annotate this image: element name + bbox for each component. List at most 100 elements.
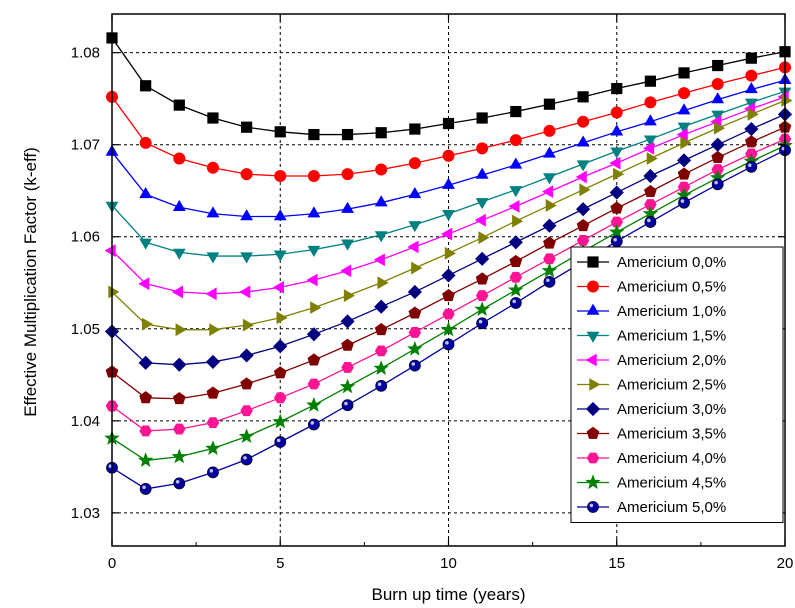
data-point [273, 339, 288, 354]
legend-label: Americium 5,0% [617, 499, 726, 516]
data-point [576, 234, 590, 246]
data-point [441, 268, 456, 283]
data-point [240, 377, 253, 390]
x-tick-labels: 0 5 10 15 20 [108, 555, 794, 572]
data-point [643, 135, 657, 147]
legend-item: Americium 2,5% [577, 377, 726, 394]
data-point [108, 285, 120, 299]
data-point [240, 252, 254, 264]
data-point [545, 199, 557, 212]
data-point [408, 157, 421, 170]
data-point [476, 142, 489, 155]
data-point [273, 250, 287, 262]
data-point [441, 227, 453, 241]
x-tick-label: 10 [440, 555, 457, 572]
data-point [475, 167, 489, 179]
data-point [678, 87, 691, 100]
data-point [478, 231, 490, 245]
data-point [173, 423, 186, 435]
y-tick-label: 1.08 [71, 45, 100, 62]
legend-item: Americium 1,0% [577, 303, 726, 320]
x-tick-label: 5 [276, 555, 284, 572]
data-point [442, 210, 455, 222]
data-point [509, 134, 522, 147]
data-point [138, 355, 153, 370]
data-point [577, 91, 589, 103]
data-point [407, 240, 419, 254]
data-point [509, 297, 522, 309]
data-point [576, 135, 590, 147]
data-point [644, 216, 657, 228]
legend-item: Americium 5,0% [577, 499, 726, 516]
data-point [307, 206, 321, 218]
data-point [711, 77, 724, 90]
data-point [442, 177, 455, 189]
x-axis-title: Burn up time (years) [372, 585, 526, 604]
data-point [677, 122, 691, 134]
data-point [474, 301, 490, 317]
data-point [576, 202, 591, 217]
legend-label: Americium 0,0% [617, 254, 726, 271]
data-point [442, 288, 455, 302]
data-point [677, 167, 691, 180]
legend-marker [586, 331, 600, 343]
legend-marker [587, 280, 600, 293]
data-point [408, 327, 422, 338]
legend-label: Americium 2,0% [617, 352, 726, 369]
legend-item: Americium 2,0% [577, 352, 726, 369]
data-point [341, 168, 354, 181]
data-point [444, 246, 456, 260]
data-point [711, 164, 724, 175]
data-point [678, 67, 690, 79]
legend-marker [586, 426, 600, 439]
data-point [375, 163, 388, 176]
data-point [576, 160, 590, 172]
data-point [377, 276, 389, 290]
data-point [273, 366, 287, 379]
data-point [475, 272, 489, 285]
data-point [409, 123, 421, 135]
data-point [747, 107, 759, 121]
data-point [373, 253, 385, 267]
data-point [273, 392, 287, 404]
data-point [576, 219, 590, 232]
data-point [609, 156, 621, 170]
data-point [172, 248, 186, 260]
data-point [711, 178, 724, 191]
data-point [207, 112, 219, 124]
legend-label: Americium 1,5% [617, 328, 726, 345]
data-point [642, 141, 655, 155]
data-point [307, 418, 320, 431]
data-point [140, 80, 152, 92]
data-point [509, 271, 523, 283]
data-point [407, 284, 422, 300]
data-point [206, 206, 220, 218]
legend-item: Americium 1,5% [577, 328, 726, 345]
data-point [339, 378, 356, 394]
data-point [643, 168, 658, 184]
data-point [310, 301, 322, 315]
data-point [138, 277, 150, 291]
data-point [509, 254, 523, 268]
legend-label: Americium 2,5% [617, 377, 726, 394]
data-point [744, 82, 758, 94]
legend-item: Americium 0,0% [577, 254, 726, 271]
data-point [610, 216, 624, 228]
data-point [375, 379, 388, 392]
data-point [509, 186, 523, 198]
data-point [175, 323, 187, 337]
data-point [272, 280, 284, 294]
data-point [541, 262, 558, 278]
data-point [240, 405, 253, 417]
data-point [206, 161, 219, 174]
data-point [440, 321, 457, 337]
data-point [714, 121, 726, 135]
legend-marker [589, 378, 601, 391]
data-point [508, 281, 524, 297]
data-point [575, 170, 587, 184]
data-point [543, 275, 556, 288]
data-point [475, 251, 490, 266]
series-points-8 [105, 133, 792, 437]
series-points-1 [106, 61, 792, 182]
x-tick-label: 20 [777, 555, 794, 572]
